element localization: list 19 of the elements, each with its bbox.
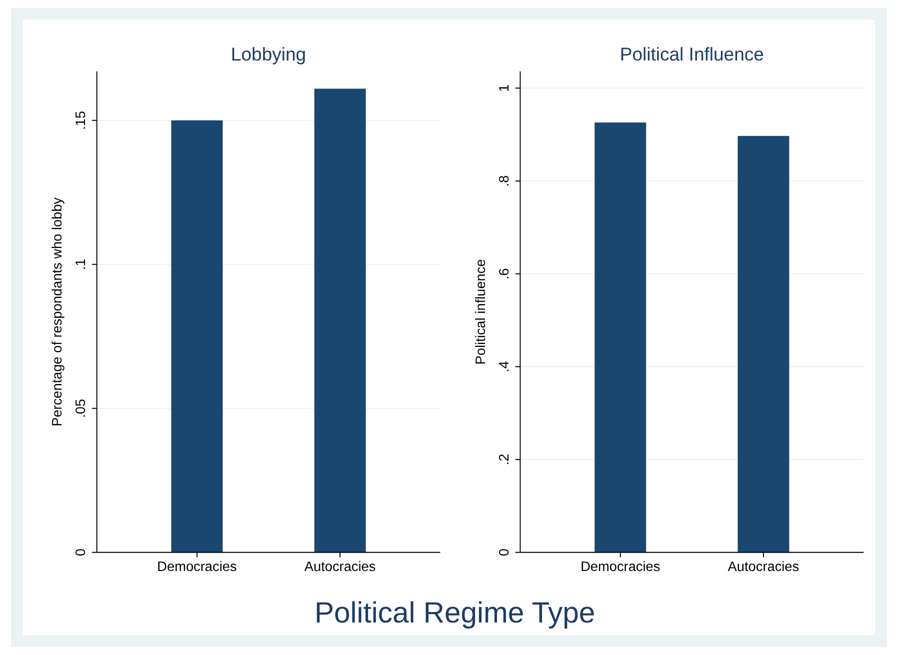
y-tick-label: .15 <box>73 110 88 130</box>
x-tick-label: Democracies <box>580 558 660 574</box>
y-tick-label: 0 <box>496 548 512 556</box>
y-tick-label: .2 <box>496 454 512 466</box>
x-tick-label: Autocracies <box>304 558 376 574</box>
x-tick-label: Autocracies <box>728 558 800 574</box>
chart-title: Political Influence <box>620 44 764 65</box>
y-tick-label: .8 <box>496 175 512 187</box>
chart-title: Lobbying <box>230 44 306 65</box>
y-tick-label: .05 <box>73 398 88 418</box>
y-tick-label: 0 <box>73 548 88 556</box>
text: Political Regime Type <box>314 598 596 630</box>
y-tick-label: .4 <box>496 360 512 372</box>
y-tick-label: .6 <box>496 268 512 280</box>
y-tick-label: 1 <box>496 84 512 92</box>
y-axis-title: Political influence <box>473 259 488 365</box>
x-tick-label: Democracies <box>157 558 237 574</box>
y-tick-label: .1 <box>73 258 88 270</box>
y-axis-title: Percentage of respondants who lobby <box>50 197 65 426</box>
